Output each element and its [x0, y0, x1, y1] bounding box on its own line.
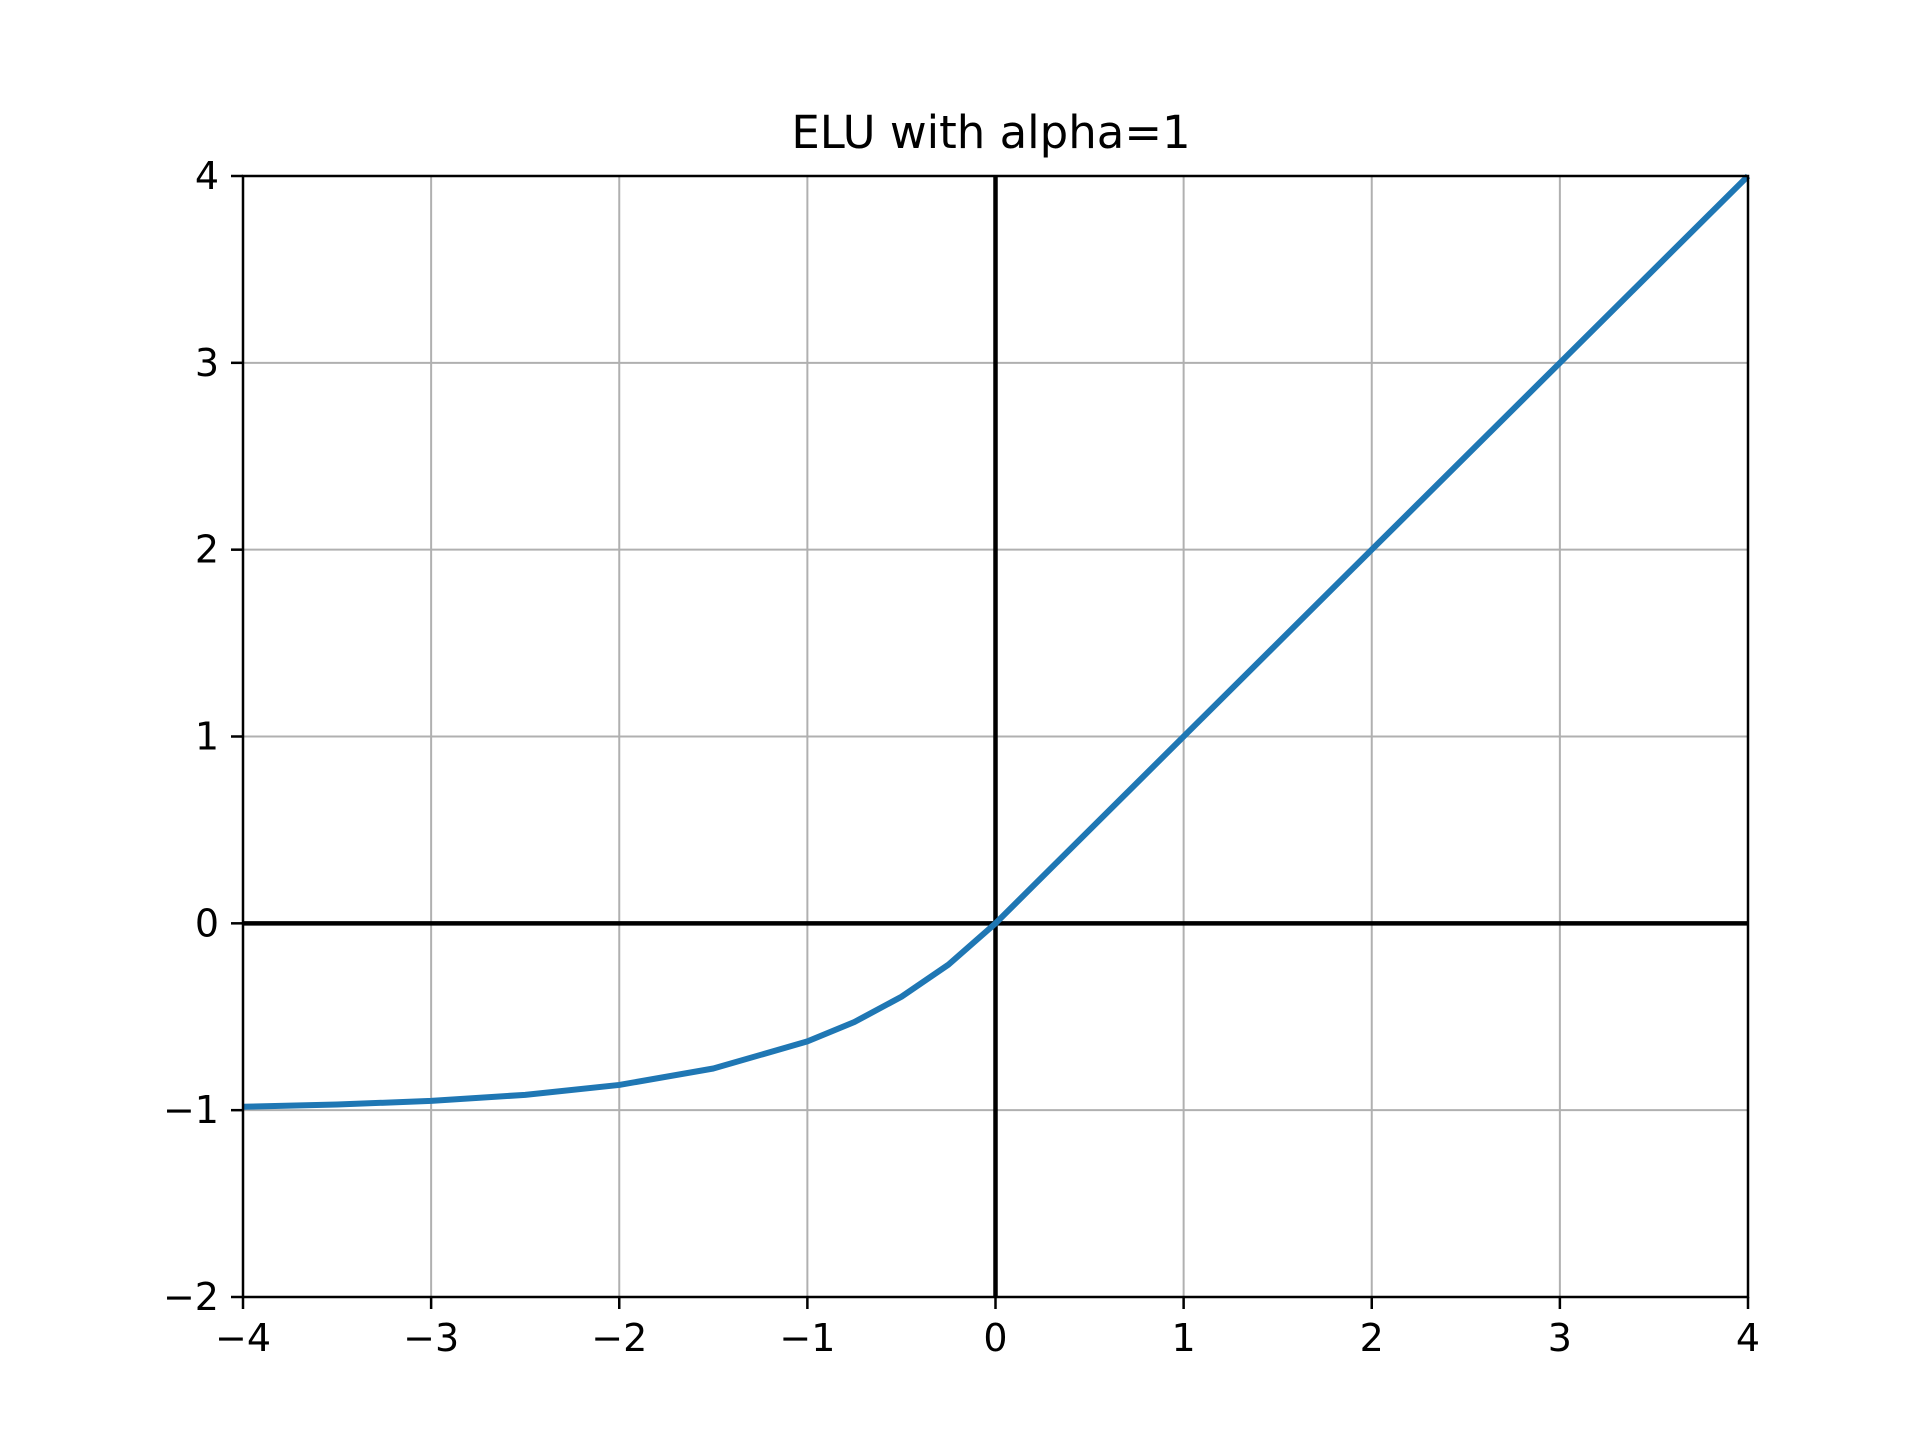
series-line-0 — [242, 173, 1751, 1110]
y-tick-label-4: 2 — [195, 528, 219, 572]
series-layer — [242, 173, 1751, 1110]
x-tick-label-7: 3 — [1548, 1316, 1572, 1360]
x-tick-label-6: 2 — [1360, 1316, 1384, 1360]
y-tick-label-0: −2 — [163, 1275, 219, 1319]
x-tick-label-4: 0 — [983, 1316, 1007, 1360]
tick-labels: −4 −3 −2 −1 0 1 2 3 4 −2 −1 0 1 2 3 4 — [163, 154, 1760, 1360]
x-tick-label-5: 1 — [1172, 1316, 1196, 1360]
x-tick-label-2: −2 — [591, 1316, 647, 1360]
x-tick-label-8: 4 — [1736, 1316, 1760, 1360]
y-tick-label-3: 1 — [195, 715, 219, 759]
axis-ticks — [231, 174, 1750, 1309]
y-tick-label-2: 0 — [195, 901, 219, 945]
x-tick-label-3: −1 — [779, 1316, 835, 1360]
y-tick-label-1: −1 — [163, 1088, 219, 1132]
chart-title: ELU with alpha=1 — [791, 106, 1190, 159]
y-tick-label-6: 4 — [195, 154, 219, 198]
x-tick-label-0: −4 — [215, 1316, 271, 1360]
y-tick-label-5: 3 — [195, 341, 219, 385]
x-tick-label-1: −3 — [403, 1316, 459, 1360]
